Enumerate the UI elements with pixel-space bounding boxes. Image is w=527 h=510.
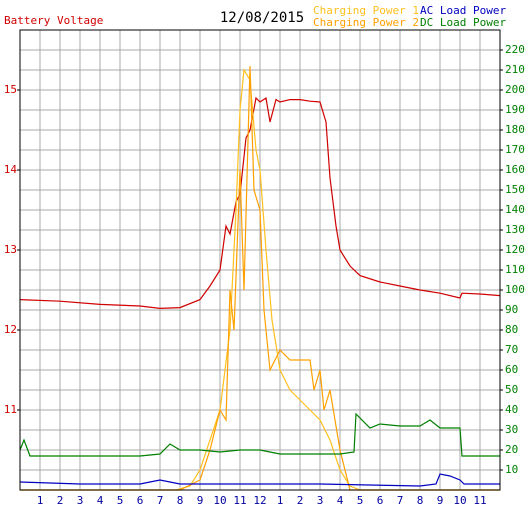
series-line (20, 65, 500, 491)
x-tick-label: 11 (473, 494, 486, 507)
y2-tick-label: 200 (505, 83, 525, 96)
y2-tick-label: 70 (505, 343, 518, 356)
x-tick-label: 5 (117, 494, 124, 507)
y-tick-label: 13 (4, 243, 17, 256)
x-tick-label: 8 (177, 494, 184, 507)
y2-tick-label: 90 (505, 303, 518, 316)
x-tick-label: 4 (337, 494, 344, 507)
y-tick-label: 11 (4, 403, 17, 416)
y2-tick-label: 210 (505, 63, 525, 76)
y2-tick-label: 170 (505, 143, 525, 156)
x-tick-label: 1 (37, 494, 44, 507)
x-tick-label: 5 (357, 494, 364, 507)
x-tick-label: 3 (77, 494, 84, 507)
x-tick-label: 7 (397, 494, 404, 507)
y-axis-title: Battery Voltage (4, 14, 103, 27)
y2-tick-label: 40 (505, 403, 518, 416)
legend-label: DC Load Power (420, 16, 506, 29)
y2-tick-label: 130 (505, 223, 525, 236)
x-tick-label: 11 (233, 494, 246, 507)
y2-tick-label: 190 (505, 103, 525, 116)
y2-tick-label: 100 (505, 283, 525, 296)
x-tick-label: 8 (417, 494, 424, 507)
series-line (19, 96, 501, 310)
y2-tick-label: 80 (505, 323, 518, 336)
y2-tick-label: 10 (505, 463, 518, 476)
legend-label: Charging Power 2 (313, 16, 419, 29)
y2-tick-label: 160 (505, 163, 525, 176)
x-tick-label: 6 (377, 494, 384, 507)
x-tick-label: 1 (277, 494, 284, 507)
x-tick-label: 2 (297, 494, 304, 507)
series-line (19, 412, 500, 457)
x-tick-label: 7 (157, 494, 164, 507)
plot-frame (19, 29, 501, 491)
series-line (20, 68, 500, 491)
x-tick-label: 10 (213, 494, 226, 507)
y-tick-label: 15 (4, 83, 17, 96)
series-line (19, 473, 500, 487)
y2-tick-label: 150 (505, 183, 525, 196)
x-tick-label: 9 (437, 494, 444, 507)
grid (20, 30, 500, 490)
legend-label: AC Load Power (420, 4, 506, 17)
x-tick-label: 12 (253, 494, 266, 507)
y2-tick-label: 30 (505, 423, 518, 436)
lines (19, 65, 501, 491)
y2-tick-label: 60 (505, 363, 518, 376)
y2-tick-label: 180 (505, 123, 525, 136)
x-tick-label: 4 (97, 494, 104, 507)
x-tick-label: 2 (57, 494, 64, 507)
chart-title: 12/08/2015 (220, 10, 304, 26)
y-tick-label: 12 (4, 323, 17, 336)
y-tick-label: 14 (4, 163, 18, 176)
legend-label: Charging Power 1 (313, 4, 419, 17)
x-tick-label: 9 (197, 494, 204, 507)
y2-tick-label: 120 (505, 243, 525, 256)
x-tick-label: 3 (317, 494, 324, 507)
y2-tick-label: 20 (505, 443, 518, 456)
y2-tick-label: 110 (505, 263, 525, 276)
x-tick-label: 10 (453, 494, 466, 507)
y2-tick-label: 220 (505, 43, 525, 56)
x-tick-label: 6 (137, 494, 144, 507)
y2-tick-label: 50 (505, 383, 518, 396)
y2-tick-label: 140 (505, 203, 525, 216)
